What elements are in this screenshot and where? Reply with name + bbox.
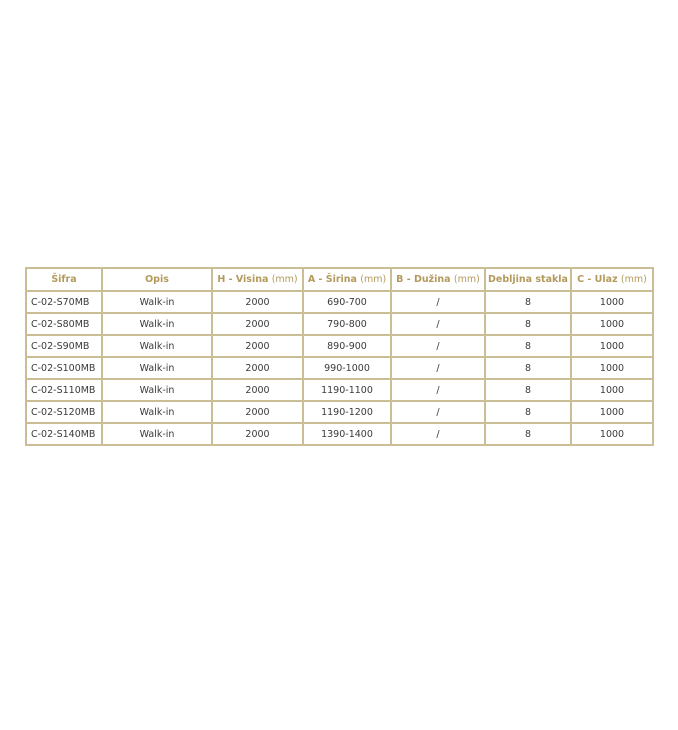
table-cell: 8	[484, 290, 572, 314]
table-cell: /	[390, 400, 486, 424]
column-header-label: Debljina stakla	[488, 274, 568, 285]
table-cell: 990-1000	[302, 356, 392, 380]
column-header-unit: (mm)	[271, 274, 298, 285]
column-header-unit: (mm)	[453, 274, 480, 285]
table-cell: /	[390, 422, 486, 446]
table-cell: /	[390, 334, 486, 358]
table-cell: 1390-1400	[302, 422, 392, 446]
column-header-label: A - Širina	[307, 274, 357, 285]
product-spec-table: Šifra Opis H - Visina (mm) A - Širina (mm) B…	[25, 267, 654, 446]
table-cell: 8	[484, 422, 572, 446]
table-row: C-02-S70MB Walk-in 2000 690-700/8 1000	[25, 290, 654, 314]
table-cell: Walk-in	[101, 312, 213, 336]
column-header-label: B - Dužina	[396, 274, 451, 285]
column-header: H - Visina (mm)	[211, 267, 304, 292]
table-cell: C-02-S70MB	[25, 290, 103, 314]
table-cell: C-02-S90MB	[25, 334, 103, 358]
table-cell: 1000	[570, 400, 654, 424]
column-header: Opis	[101, 267, 213, 292]
table-row: C-02-S90MB Walk-in 2000 890-900/8 1000	[25, 334, 654, 358]
table-cell: 8	[484, 378, 572, 402]
table-cell: 890-900	[302, 334, 392, 358]
table-cell: /	[390, 378, 486, 402]
column-header-label: Opis	[145, 274, 169, 285]
table-cell: Walk-in	[101, 422, 213, 446]
column-header-label: H - Visina	[217, 274, 269, 285]
table-cell: /	[390, 290, 486, 314]
column-header: B - Dužina (mm)	[390, 267, 486, 292]
table-cell: /	[390, 356, 486, 380]
table-cell: 1190-1100	[302, 378, 392, 402]
column-header: Debljina stakla	[484, 267, 572, 292]
table-cell: /	[390, 312, 486, 336]
table-cell: Walk-in	[101, 378, 213, 402]
table-cell: 1000	[570, 312, 654, 336]
table-cell: Walk-in	[101, 334, 213, 358]
table-cell: 1000	[570, 290, 654, 314]
table-cell: 2000	[211, 400, 304, 424]
table-cell: 8	[484, 334, 572, 358]
table-cell: C-02-S110MB	[25, 378, 103, 402]
column-header-label: C - Ulaz	[577, 274, 618, 285]
table-row: C-02-S110MB Walk-in 2000 1190-1100/8 1000	[25, 378, 654, 402]
table-cell: C-02-S120MB	[25, 400, 103, 424]
column-header: Šifra	[25, 267, 103, 292]
table-cell: 2000	[211, 334, 304, 358]
table-cell: 1000	[570, 356, 654, 380]
column-header-unit: (mm)	[620, 274, 647, 285]
table-cell: Walk-in	[101, 290, 213, 314]
table-cell: 2000	[211, 422, 304, 446]
table-cell: 1000	[570, 334, 654, 358]
header-row: Šifra Opis H - Visina (mm) A - Širina (mm) B…	[25, 267, 654, 292]
table-row: C-02-S100MB Walk-in 2000 990-1000/8 1000	[25, 356, 654, 380]
table-cell: 1190-1200	[302, 400, 392, 424]
table-cell: 8	[484, 312, 572, 336]
table-cell: 1000	[570, 422, 654, 446]
table-row: C-02-S120MB Walk-in 2000 1190-1200/8 1000	[25, 400, 654, 424]
table-body: C-02-S70MB Walk-in 2000 690-700/8 1000 C-02-S…	[25, 290, 654, 446]
table-cell: 790-800	[302, 312, 392, 336]
table-row: C-02-S140MB Walk-in 2000 1390-1400/8 1000	[25, 422, 654, 446]
table-cell: C-02-S100MB	[25, 356, 103, 380]
table-cell: 2000	[211, 312, 304, 336]
table-cell: 2000	[211, 290, 304, 314]
table-cell: 8	[484, 356, 572, 380]
column-header-unit: (mm)	[360, 274, 387, 285]
table-cell: C-02-S80MB	[25, 312, 103, 336]
table-cell: 2000	[211, 356, 304, 380]
table-cell: 690-700	[302, 290, 392, 314]
table-cell: 1000	[570, 378, 654, 402]
column-header-label: Šifra	[51, 274, 77, 285]
table-cell: Walk-in	[101, 356, 213, 380]
table-row: C-02-S80MB Walk-in 2000 790-800/8 1000	[25, 312, 654, 336]
table-cell: 8	[484, 400, 572, 424]
column-header: C - Ulaz (mm)	[570, 267, 654, 292]
table-cell: 2000	[211, 378, 304, 402]
column-header: A - Širina (mm)	[302, 267, 392, 292]
table-cell: Walk-in	[101, 400, 213, 424]
table-cell: C-02-S140MB	[25, 422, 103, 446]
